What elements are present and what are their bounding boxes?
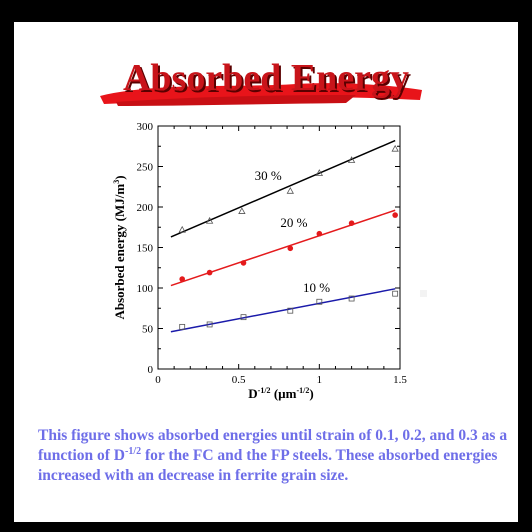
- y-tick-label: 200: [137, 202, 154, 214]
- plot-frame: [157, 125, 401, 370]
- data-point: [392, 212, 398, 218]
- data-point: [287, 307, 294, 314]
- data-point: [179, 323, 186, 330]
- data-point: [240, 260, 247, 266]
- data-point: [240, 314, 247, 321]
- data-point: [348, 295, 355, 302]
- data-point: [315, 169, 324, 176]
- fit-line: [170, 288, 396, 333]
- data-point: [348, 220, 355, 226]
- figure-caption: This figure shows absorbed energies unti…: [38, 426, 508, 486]
- slide-title: Absorbed Energy: [122, 57, 410, 99]
- data-point: [347, 156, 356, 163]
- data-point: [179, 276, 185, 282]
- caption-sup: -1/2: [124, 445, 142, 457]
- data-point: [392, 290, 399, 297]
- data-point: [316, 230, 323, 237]
- data-point: [391, 144, 399, 152]
- data-point: [287, 245, 294, 252]
- x-tick-label: 1.5: [393, 374, 407, 386]
- x-tick-label: 1: [317, 374, 323, 386]
- series-label: 30 %: [255, 168, 282, 183]
- y-tick-label: 100: [137, 283, 154, 295]
- series-label: 10 %: [303, 280, 330, 295]
- data-point: [206, 269, 213, 276]
- data-point: [178, 225, 186, 233]
- x-axis-label: D-1/2 (µm-1/2): [248, 386, 313, 401]
- data-point: [206, 321, 213, 328]
- data-point: [286, 186, 294, 194]
- caption-text-1: This figure shows absorbed energies unti…: [38, 427, 508, 464]
- data-point: [316, 298, 323, 305]
- x-tick-label: 0.5: [232, 374, 246, 386]
- y-tick-label: 50: [142, 324, 154, 336]
- y-axis-label: Absorbed energy (MJ/m3): [112, 175, 127, 319]
- data-point: [238, 207, 246, 214]
- title-brush-stroke: [100, 83, 422, 106]
- series-label: 20 %: [280, 215, 307, 230]
- y-tick-label: 0: [148, 364, 154, 376]
- y-tick-label: 250: [137, 162, 154, 174]
- caption-text-2: for the FC and the FP steels. These abso…: [38, 447, 498, 484]
- data-point: [205, 216, 214, 224]
- slide-background: [14, 22, 518, 522]
- y-tick-label: 150: [137, 243, 154, 255]
- x-tick-label: 0: [155, 374, 161, 386]
- y-tick-label: 300: [137, 121, 154, 133]
- decorative-dot: [420, 290, 427, 297]
